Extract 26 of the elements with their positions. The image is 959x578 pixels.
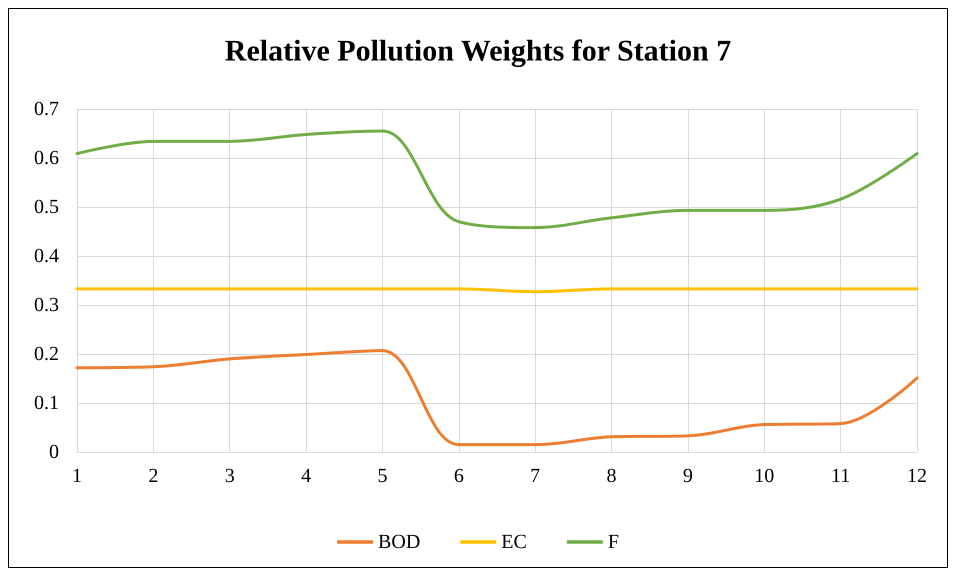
x-tick-label: 6 (454, 465, 464, 487)
line-series (76, 349, 918, 446)
y-tick-label: 0.6 (34, 147, 59, 169)
chart-title: Relative Pollution Weights for Station 7 (224, 34, 732, 68)
x-tick-label: 12 (907, 465, 927, 487)
legend-label: EC (501, 531, 527, 553)
y-tick-label: 0.2 (34, 343, 59, 365)
y-tick-label: 0.5 (34, 196, 59, 218)
x-tick-label: 11 (831, 465, 850, 487)
legend-label: BOD (378, 531, 420, 553)
y-tick-label: 0.1 (34, 392, 59, 414)
y-tick-label: 0.4 (34, 245, 59, 267)
y-tick-label: 0.3 (34, 294, 59, 316)
x-tick-label: 8 (606, 465, 617, 487)
line-series (76, 130, 918, 230)
y-tick-label: 0 (49, 441, 59, 463)
x-tick-label: 1 (72, 465, 82, 487)
y-tick-label: 0.7 (34, 98, 59, 120)
x-tick-label: 5 (377, 465, 388, 487)
x-tick-label: 7 (530, 465, 540, 487)
x-tick-label: 3 (224, 465, 235, 487)
x-tick-label: 2 (148, 465, 158, 487)
x-tick-label: 4 (301, 465, 312, 487)
x-tick-label: 10 (754, 465, 774, 487)
x-tick-label: 9 (682, 465, 693, 487)
legend-label: F (608, 531, 619, 553)
